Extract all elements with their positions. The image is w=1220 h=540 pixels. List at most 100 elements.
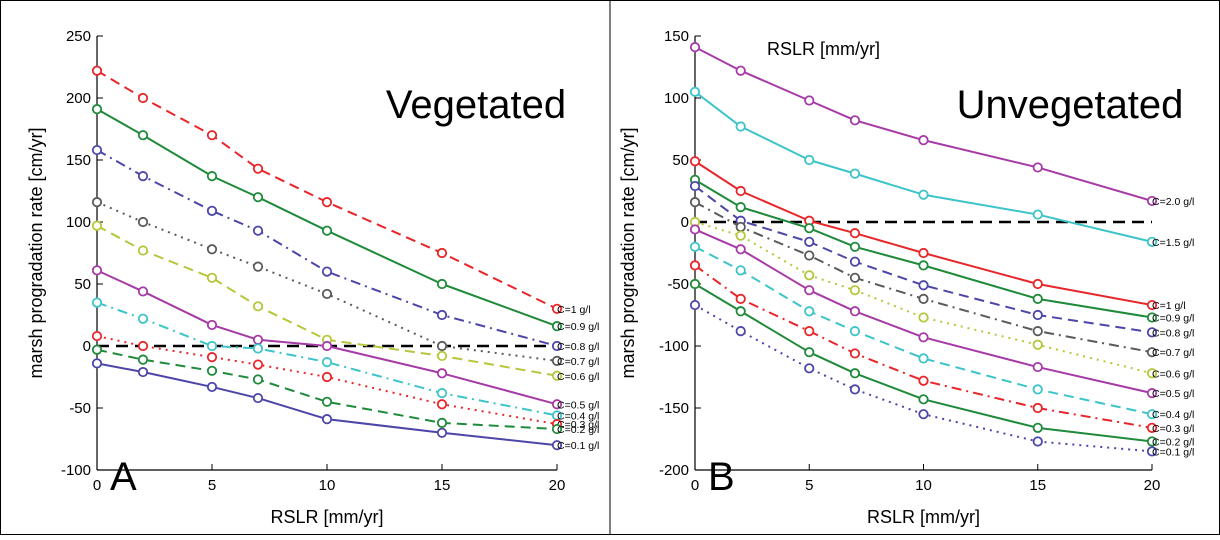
- data-point: [849, 368, 861, 379]
- series-C=2.0 g/l: C=2.0 g/l: [689, 42, 1194, 208]
- data-point: [551, 399, 563, 410]
- data-point: [206, 171, 218, 182]
- y-tick-label: 50: [74, 276, 91, 293]
- data-point: [1032, 209, 1043, 220]
- data-point: [551, 303, 563, 314]
- data-point: [735, 121, 746, 132]
- data-point: [918, 247, 929, 259]
- data-point: [436, 340, 448, 352]
- data-point: [1146, 236, 1158, 247]
- series-C=0.1 g/l: C=0.1 g/l: [689, 299, 1194, 458]
- y-tick-label: -50: [69, 400, 91, 417]
- data-point: [206, 365, 218, 376]
- series-label: C=0.3 g/l: [557, 419, 599, 431]
- data-point: [1146, 299, 1158, 311]
- data-point: [91, 344, 103, 355]
- data-point: [1032, 293, 1043, 304]
- data-point: [689, 156, 701, 167]
- series-label: C=0.7 g/l: [1152, 347, 1194, 359]
- y-tick-label: 100: [664, 90, 689, 107]
- y-tick-label: 150: [664, 28, 689, 45]
- data-point: [206, 381, 218, 393]
- series-label: C=0.3 g/l: [1152, 423, 1194, 435]
- data-point: [551, 355, 563, 366]
- data-point: [918, 312, 929, 323]
- data-point: [804, 154, 815, 166]
- x-tick-label: 15: [1029, 477, 1046, 494]
- data-point: [849, 228, 861, 239]
- y-tick-label: -50: [667, 276, 689, 293]
- data-point: [436, 417, 448, 428]
- data-point: [137, 354, 149, 365]
- series-C=0.7 g/l: C=0.7 g/l: [91, 197, 599, 368]
- data-point: [436, 247, 448, 259]
- data-point: [804, 236, 815, 247]
- x-tick-label: 10: [319, 477, 336, 494]
- data-point: [252, 225, 264, 236]
- data-point: [321, 371, 333, 383]
- series-label: C=0.6 g/l: [557, 371, 599, 383]
- data-point: [1146, 409, 1158, 420]
- x-tick-label: 5: [208, 477, 216, 494]
- y-tick-label: 100: [66, 214, 91, 231]
- data-point: [206, 130, 218, 141]
- data-point: [735, 65, 746, 76]
- data-point: [849, 241, 861, 252]
- data-point: [689, 241, 701, 252]
- data-point: [1032, 339, 1043, 350]
- data-point: [804, 326, 815, 337]
- series-label: C=0.1 g/l: [557, 440, 599, 452]
- data-point: [689, 299, 701, 311]
- data-point: [206, 352, 218, 363]
- panel-B: 0 5 10 15 20 -200 -150 -100 -50 0 50 100 150 RSLR [mm…: [618, 28, 1194, 527]
- data-point: [918, 332, 929, 343]
- data-point: [735, 265, 746, 276]
- data-point: [206, 205, 218, 216]
- data-point: [849, 326, 861, 337]
- data-point: [91, 197, 103, 208]
- series-label: C=0.2 g/l: [557, 424, 599, 436]
- panel-title: Vegetated: [386, 83, 566, 127]
- series-C=0.5 g/l: C=0.5 g/l: [689, 224, 1194, 400]
- data-point: [804, 347, 815, 358]
- data-point: [1032, 422, 1043, 433]
- series-label: C=0.9 g/l: [1152, 312, 1194, 324]
- data-point: [1032, 326, 1043, 337]
- data-point: [1146, 327, 1158, 338]
- data-point: [551, 370, 563, 381]
- y-tick-label: -100: [659, 338, 689, 355]
- data-point: [1032, 278, 1043, 290]
- y-tick-label: 0: [83, 338, 91, 355]
- y-axis-label: marsh progradation rate [cm/yr]: [26, 127, 46, 378]
- data-point: [918, 375, 929, 386]
- data-point: [137, 340, 149, 352]
- data-point: [91, 220, 103, 231]
- data-point: [1146, 347, 1158, 358]
- data-point: [918, 260, 929, 271]
- data-point: [252, 359, 264, 370]
- data-point: [91, 358, 103, 369]
- data-point: [252, 374, 264, 385]
- series-C=0.2 g/l: C=0.2 g/l: [91, 344, 599, 436]
- data-point: [137, 171, 149, 182]
- series-label: C=0.8 g/l: [1152, 327, 1194, 339]
- data-point: [436, 399, 448, 410]
- data-point: [689, 197, 701, 208]
- panel-letter: A: [110, 455, 137, 499]
- data-point: [321, 266, 333, 277]
- data-point: [321, 288, 333, 300]
- data-point: [137, 245, 149, 256]
- data-point: [321, 340, 333, 352]
- data-point: [689, 260, 701, 271]
- data-point: [735, 221, 746, 233]
- data-point: [918, 280, 929, 291]
- series-C=0.3 g/l: C=0.3 g/l: [689, 260, 1194, 435]
- series-C=0.9 g/l: C=0.9 g/l: [91, 104, 599, 333]
- y-tick-label: 50: [672, 152, 689, 169]
- series-label: C=0.5 g/l: [557, 399, 599, 411]
- x-axis-label: RSLR [mm/yr]: [270, 507, 383, 527]
- data-point: [1032, 309, 1043, 321]
- data-point: [849, 306, 861, 317]
